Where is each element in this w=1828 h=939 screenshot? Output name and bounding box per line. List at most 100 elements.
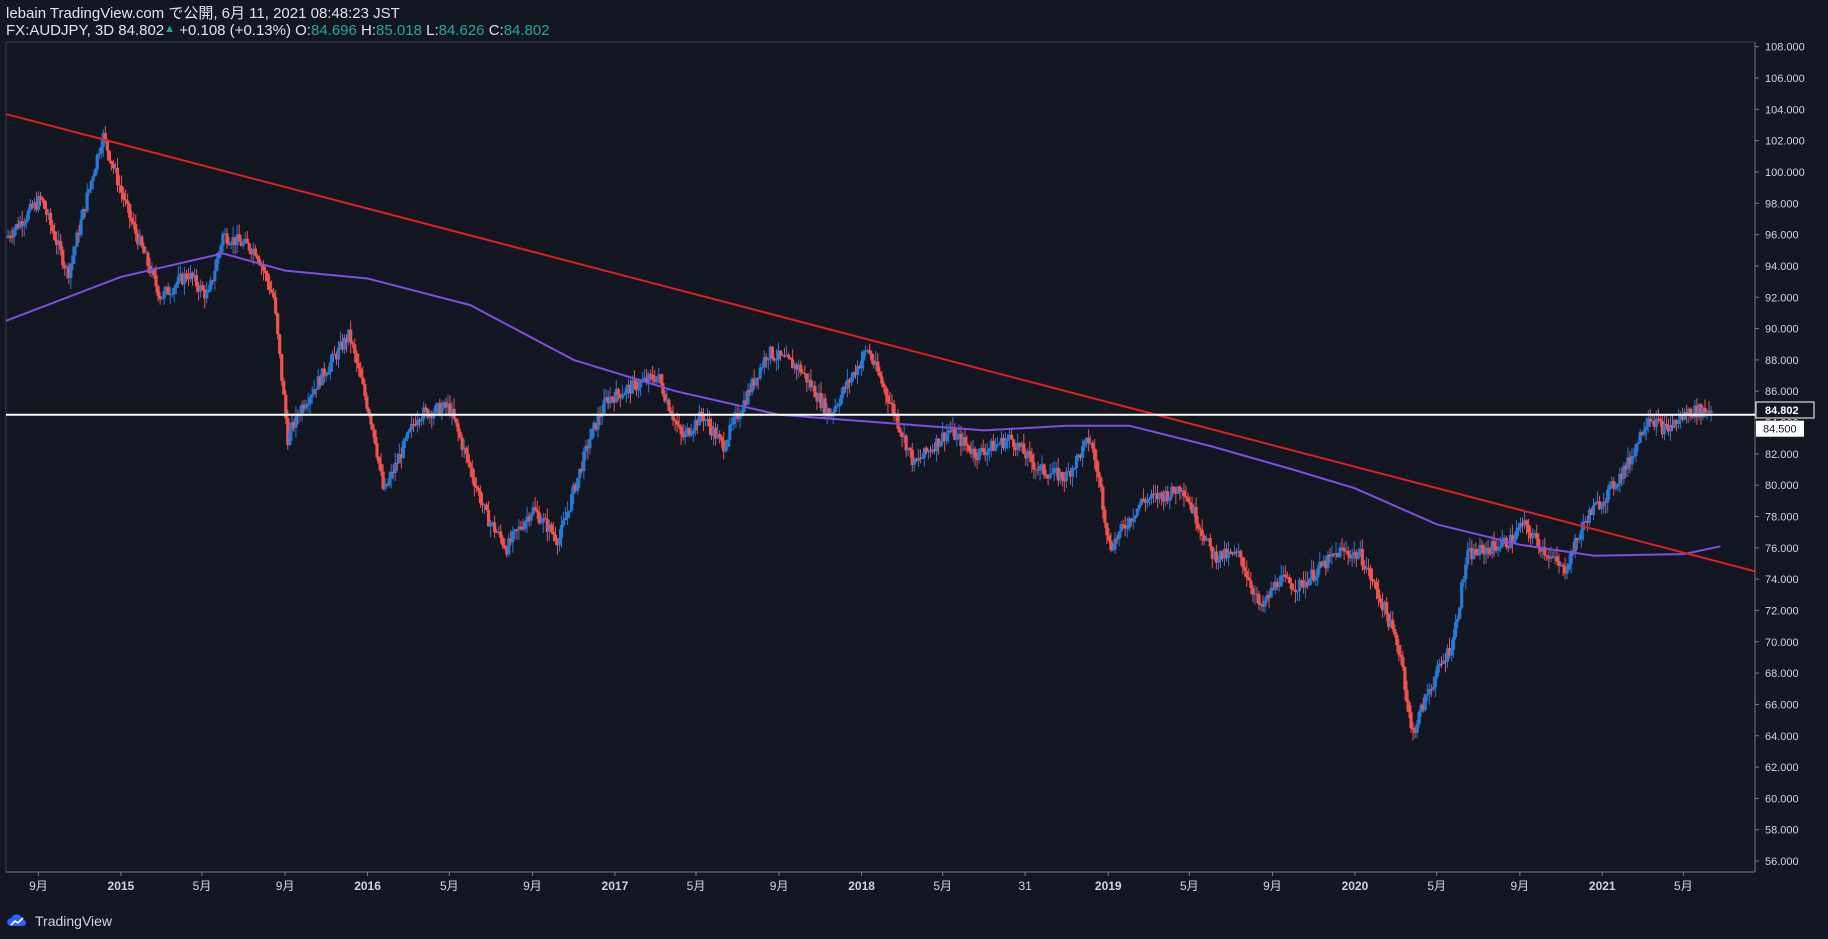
candle-body xyxy=(1190,504,1194,513)
candle-body xyxy=(284,394,288,419)
candle-body xyxy=(138,236,142,245)
candle-body xyxy=(407,429,412,433)
candle-body xyxy=(199,285,203,292)
candle-body xyxy=(1068,471,1073,477)
candle-body xyxy=(1214,551,1218,563)
candle-body xyxy=(1293,589,1298,593)
candle-body xyxy=(253,248,257,256)
candle-body xyxy=(559,525,564,539)
candle-body xyxy=(876,361,880,372)
candle-body xyxy=(782,354,787,357)
candle-body xyxy=(1636,442,1640,445)
candle-body xyxy=(953,427,957,440)
high-label: H: xyxy=(361,22,377,39)
candle-body xyxy=(596,415,600,430)
time-tick-label: 2021 xyxy=(1589,879,1616,893)
candle-body xyxy=(766,358,770,361)
candle-body xyxy=(194,275,199,287)
candle-body xyxy=(113,167,118,169)
candle-body xyxy=(1131,518,1135,522)
candle-body xyxy=(636,387,641,391)
price-tick-label: 76.000 xyxy=(1765,543,1799,555)
candle-body xyxy=(1545,555,1549,557)
candle-body xyxy=(383,484,387,489)
candle-body xyxy=(1007,434,1012,439)
candle-body xyxy=(939,441,943,447)
candle-body xyxy=(645,377,649,383)
candle-body xyxy=(1346,550,1350,556)
candle-body xyxy=(1093,448,1097,461)
candle-body xyxy=(1381,602,1385,611)
candle-body xyxy=(995,444,1000,446)
candle-body xyxy=(701,415,706,422)
candle-body xyxy=(1569,551,1573,564)
candle-body xyxy=(1397,645,1401,655)
candle-body xyxy=(263,270,268,274)
candle-body xyxy=(1539,547,1543,552)
time-tick-label: 5月 xyxy=(1674,879,1693,893)
candle-body xyxy=(18,221,22,228)
candle-body xyxy=(896,416,900,429)
candle-body xyxy=(606,397,610,404)
candle-body xyxy=(1608,484,1612,490)
candle-body xyxy=(677,424,681,427)
candle-body xyxy=(395,462,399,464)
time-axis[interactable]: 9月 2015 5月 9月 2016 5月 9月 2017 5月 9月 2018 5月 31 2019 5月… xyxy=(29,872,1693,893)
candle-body xyxy=(622,393,626,396)
candle-body xyxy=(1251,587,1255,595)
candle-body xyxy=(1549,556,1553,559)
candle-body xyxy=(8,235,12,237)
candle-body xyxy=(1389,619,1393,627)
candle-body xyxy=(57,240,61,246)
candle-body xyxy=(878,371,882,377)
candle-body xyxy=(572,484,576,495)
footer-brand[interactable]: TradingView xyxy=(6,910,112,932)
candle-body xyxy=(1044,474,1048,477)
candle-body xyxy=(83,208,87,212)
candle-body xyxy=(217,252,221,259)
candle-body xyxy=(460,437,464,450)
candle-body xyxy=(75,232,79,247)
candle-body xyxy=(1364,567,1369,570)
candle-body xyxy=(1145,499,1150,503)
publish-info: lebain TradingView.com で公開, 6月 11, 2021 … xyxy=(6,5,400,22)
candle-body xyxy=(1172,486,1176,493)
candle-body xyxy=(1703,407,1707,413)
candle-body xyxy=(442,402,446,408)
close-label: C: xyxy=(488,22,504,39)
candle-body xyxy=(801,372,805,374)
candle-body xyxy=(1417,711,1421,725)
candle-body xyxy=(28,203,32,211)
candle-body xyxy=(669,410,673,415)
candle-body xyxy=(1470,548,1474,560)
candle-body xyxy=(1610,481,1614,485)
candle-body xyxy=(1419,704,1423,712)
candle-body xyxy=(119,185,124,193)
candle-body xyxy=(1595,501,1600,503)
candle-body xyxy=(608,396,612,404)
candle-body xyxy=(207,289,211,293)
candle-body xyxy=(1547,556,1551,559)
candle-body xyxy=(1091,442,1095,449)
candle-body xyxy=(1652,420,1656,427)
candle-body xyxy=(1056,467,1060,481)
candle-body xyxy=(1399,654,1403,658)
price-tick-label: 90.000 xyxy=(1765,324,1799,336)
candle-body xyxy=(1259,604,1263,606)
candle-body xyxy=(1030,454,1034,463)
trendline[interactable] xyxy=(5,113,1756,573)
candle-body xyxy=(563,517,568,521)
candle-body xyxy=(286,418,290,446)
candle-body xyxy=(422,407,426,420)
ohlc-legend: FX:AUDJPY, 3D 84.802▲ +0.108 (+0.13%) O:… xyxy=(6,22,550,41)
candle-body xyxy=(456,423,460,432)
candle-body xyxy=(468,462,472,468)
price-axis[interactable]: 108.000 106.000 104.000 102.000 100.000 98.00… xyxy=(1755,42,1805,868)
candle-body xyxy=(1018,442,1022,448)
candle-body xyxy=(314,389,318,391)
candle-body xyxy=(630,380,635,394)
candle-body xyxy=(480,503,485,505)
candle-body xyxy=(158,296,162,300)
candle-body xyxy=(136,233,140,245)
